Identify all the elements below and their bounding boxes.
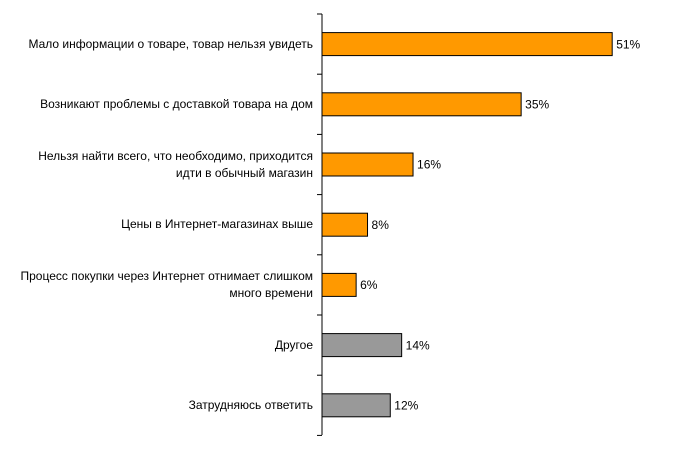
bar [321, 393, 391, 418]
category-label: Возникают проблемы с доставкой товара на… [40, 96, 313, 111]
value-label: 12% [394, 398, 418, 412]
value-label: 8% [372, 218, 390, 232]
category-label: Мало информации о товаре, товар нельзя у… [28, 36, 313, 51]
value-label: 16% [417, 158, 441, 172]
value-label: 6% [360, 278, 378, 292]
bar [321, 152, 414, 177]
category-label: Другое [274, 337, 313, 352]
category-label: Цены в Интернет-магазинах выше [121, 217, 313, 232]
category-label: Процесс покупки через Интернет отнимает … [20, 268, 313, 300]
bar [321, 92, 522, 117]
category-label: Затрудняюсь ответить [188, 397, 313, 412]
bar [321, 32, 613, 57]
bar [321, 272, 357, 297]
bar [321, 333, 403, 358]
value-label: 35% [525, 97, 549, 111]
category-label: Нельзя найти всего, что необходимо, прих… [38, 148, 313, 180]
value-label: 14% [406, 338, 430, 352]
value-label: 51% [616, 37, 640, 51]
bar [321, 212, 369, 237]
